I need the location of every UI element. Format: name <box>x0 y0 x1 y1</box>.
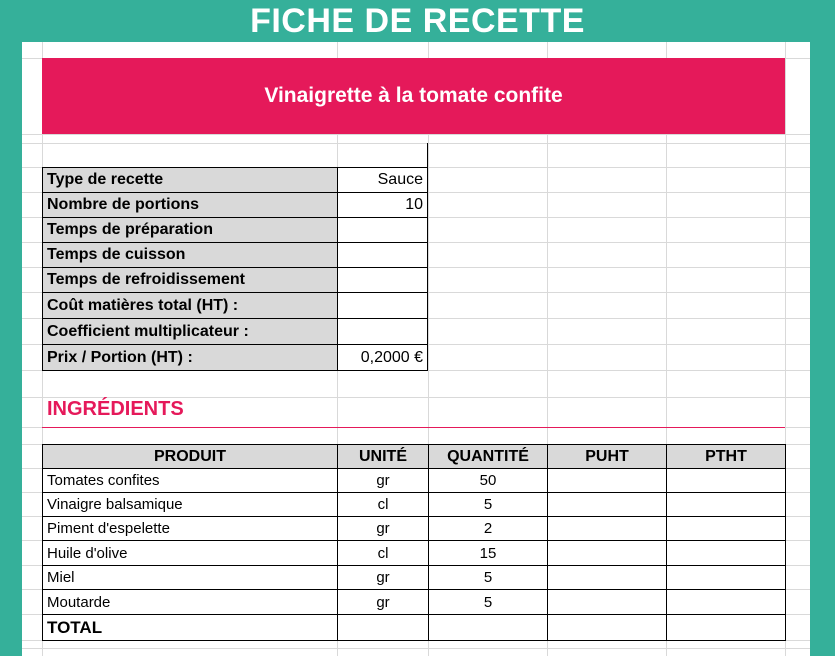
recipe-name-banner[interactable]: Vinaigrette à la tomate confite <box>42 58 785 134</box>
info-value[interactable] <box>337 217 428 243</box>
ingredient-cell[interactable] <box>666 565 786 590</box>
info-label[interactable]: Nombre de portions <box>42 192 338 218</box>
gridline <box>785 42 786 656</box>
column-header[interactable]: PUHT <box>547 444 667 469</box>
ingredient-cell[interactable]: 5 <box>428 565 548 590</box>
ingredient-cell[interactable]: 2 <box>428 516 548 541</box>
ingredient-cell[interactable] <box>666 468 786 493</box>
ingredient-cell[interactable]: Huile d'olive <box>42 540 338 566</box>
gridline <box>22 134 810 135</box>
ingredients-underline <box>42 427 785 428</box>
ingredient-cell[interactable] <box>666 516 786 541</box>
info-label[interactable]: Temps de préparation <box>42 217 338 243</box>
column-header[interactable]: QUANTITÉ <box>428 444 548 469</box>
ingredient-cell[interactable]: cl <box>337 540 429 566</box>
ingredient-cell[interactable] <box>547 589 667 615</box>
info-value[interactable]: 10 <box>337 192 428 218</box>
ingredient-cell[interactable]: gr <box>337 589 429 615</box>
ingredient-cell[interactable]: gr <box>337 468 429 493</box>
ingredients-title: INGRÉDIENTS <box>47 398 184 420</box>
ingredient-cell[interactable]: Moutarde <box>42 589 338 615</box>
total-cell[interactable] <box>428 614 548 641</box>
info-label[interactable]: Coefficient multiplicateur : <box>42 318 338 345</box>
info-value[interactable] <box>337 267 428 293</box>
ingredient-cell[interactable]: 5 <box>428 589 548 615</box>
page-title: FICHE DE RECETTE <box>250 2 585 40</box>
total-cell[interactable] <box>547 614 667 641</box>
ingredient-cell[interactable]: 5 <box>428 492 548 517</box>
column-header[interactable]: PRODUIT <box>42 444 338 469</box>
info-label[interactable]: Temps de cuisson <box>42 242 338 268</box>
info-value[interactable] <box>337 292 428 319</box>
ingredient-cell[interactable]: cl <box>337 492 429 517</box>
info-value[interactable]: 0,2000 € <box>337 344 428 371</box>
gridline <box>22 143 810 144</box>
ingredient-cell[interactable] <box>666 492 786 517</box>
info-label[interactable]: Coût matières total (HT) : <box>42 292 338 319</box>
ingredient-cell[interactable]: Vinaigre balsamique <box>42 492 338 517</box>
ingredient-cell[interactable] <box>547 516 667 541</box>
gridline <box>547 42 548 656</box>
gridline <box>22 397 810 398</box>
ingredient-cell[interactable]: 15 <box>428 540 548 566</box>
total-label[interactable]: TOTAL <box>42 614 338 641</box>
column-header[interactable]: PTHT <box>666 444 786 469</box>
info-label[interactable]: Type de recette <box>42 167 338 193</box>
ingredient-cell[interactable] <box>666 589 786 615</box>
border-line <box>427 143 428 168</box>
ingredient-cell[interactable]: Miel <box>42 565 338 590</box>
ingredient-cell[interactable] <box>547 492 667 517</box>
info-value[interactable]: Sauce <box>337 167 428 193</box>
ingredient-cell[interactable] <box>547 540 667 566</box>
column-header[interactable]: UNITÉ <box>337 444 429 469</box>
ingredient-cell[interactable]: gr <box>337 565 429 590</box>
gridline <box>428 42 429 656</box>
info-label[interactable]: Temps de refroidissement <box>42 267 338 293</box>
ingredient-cell[interactable] <box>547 468 667 493</box>
gridline <box>22 648 810 649</box>
gridline <box>666 42 667 656</box>
ingredient-cell[interactable] <box>666 540 786 566</box>
info-value[interactable] <box>337 242 428 268</box>
ingredient-cell[interactable]: Piment d'espelette <box>42 516 338 541</box>
ingredient-cell[interactable]: gr <box>337 516 429 541</box>
ingredient-cell[interactable]: 50 <box>428 468 548 493</box>
info-value[interactable] <box>337 318 428 345</box>
info-label[interactable]: Prix / Portion (HT) : <box>42 344 338 371</box>
ingredient-cell[interactable]: Tomates confites <box>42 468 338 493</box>
total-cell[interactable] <box>666 614 786 641</box>
total-cell[interactable] <box>337 614 429 641</box>
ingredient-cell[interactable] <box>547 565 667 590</box>
spreadsheet[interactable]: Vinaigrette à la tomate confite Type de … <box>22 42 810 656</box>
